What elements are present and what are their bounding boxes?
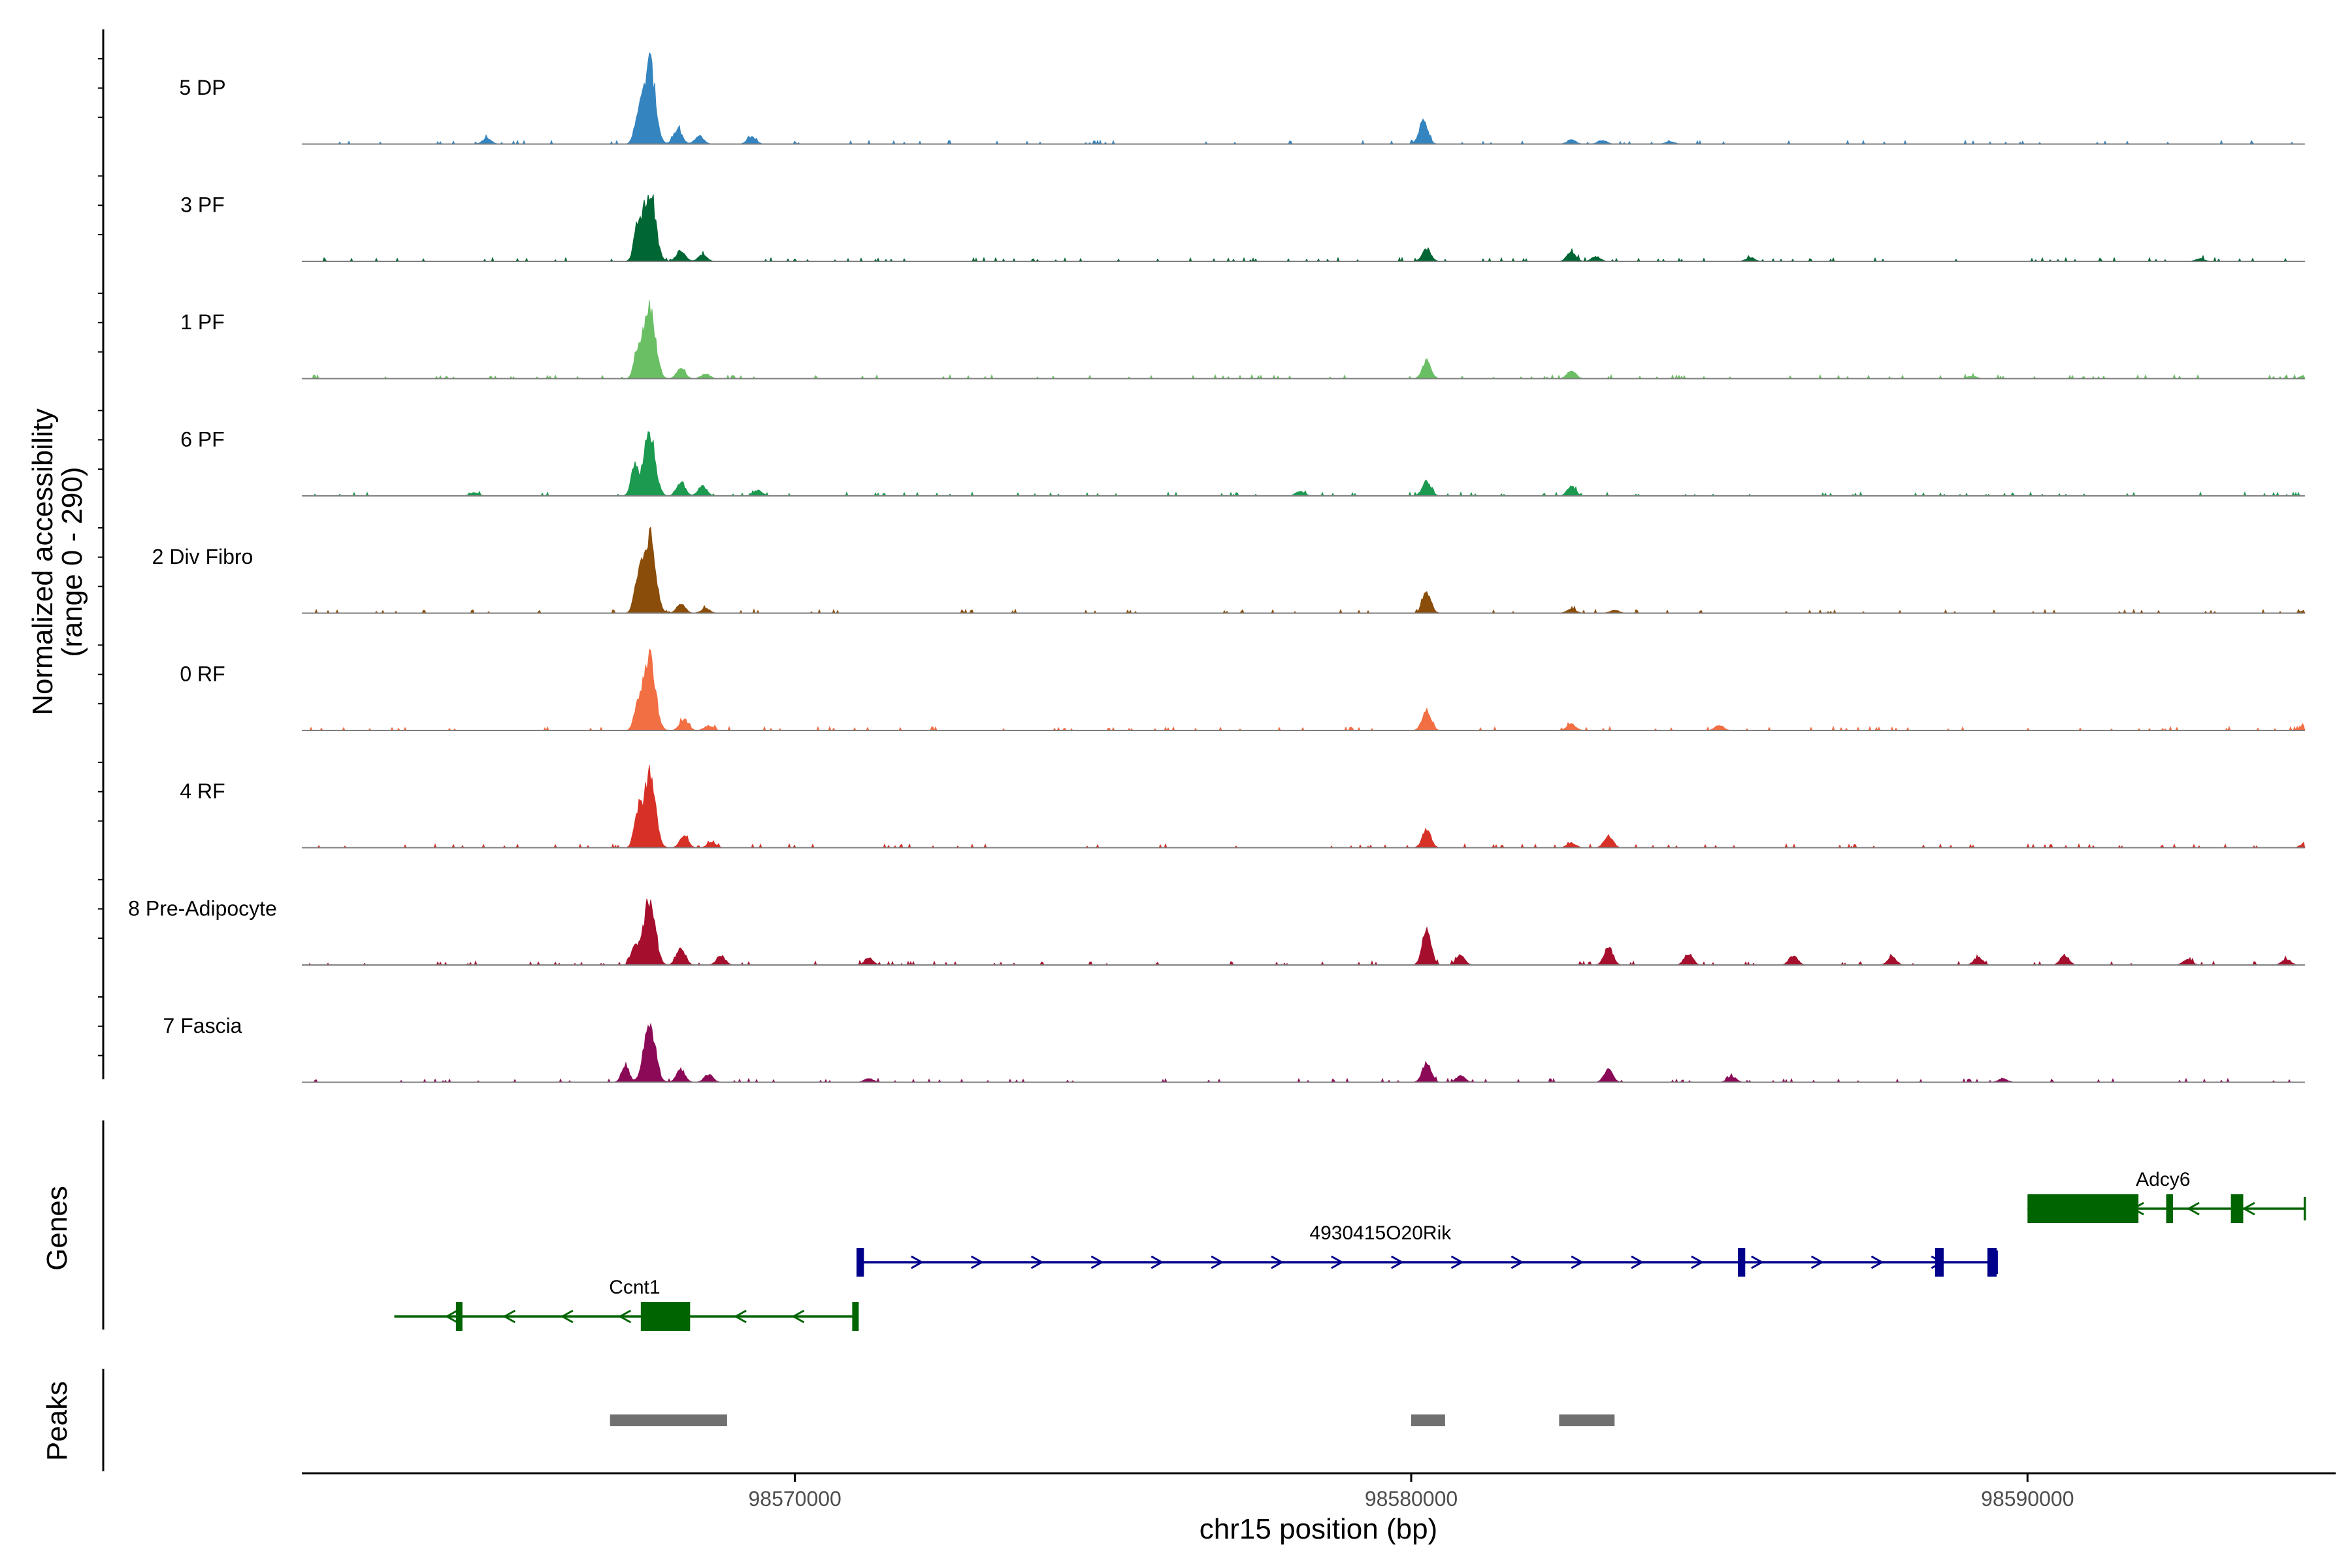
track-0-rf: 0 RF (180, 648, 2306, 732)
track-8-pre-adipocyte: 8 Pre-Adipocyte (128, 897, 2305, 966)
strand-arrow-icon (1571, 1255, 1584, 1269)
strand-arrow-icon (1751, 1255, 1764, 1269)
strand-arrow-icon (1631, 1255, 1644, 1269)
track-6-pf: 6 PF (180, 428, 2305, 497)
track-label: 2 Div Fibro (152, 545, 253, 568)
strand-arrow-icon (2242, 1201, 2255, 1216)
coverage-area (302, 764, 2306, 849)
gene-annotations: Ccnt1 4930415O20Rik Adcy6 (394, 1169, 2306, 1331)
strand-arrow-icon (618, 1309, 631, 1324)
gene-adcy6: Adcy6 (2027, 1169, 2306, 1223)
exon (1935, 1248, 1944, 1277)
strand-arrow-icon (1331, 1255, 1344, 1269)
gene-label: 4930415O20Rik (1309, 1222, 1452, 1244)
strand-arrow-icon (911, 1255, 924, 1269)
strand-arrow-icon (2186, 1201, 2200, 1216)
track-label: 5 DP (179, 76, 225, 99)
track-label: 4 RF (180, 779, 225, 803)
y-axis-title-line2: (range 0 - 290) (56, 466, 88, 657)
coverage-area (302, 1022, 2305, 1083)
strand-arrow-icon (1691, 1255, 1704, 1269)
exon (2027, 1194, 2139, 1223)
track-2-div-fibro: 2 Div Fibro (152, 526, 2306, 614)
x-axis-ticks: 98570000 98580000 98590000 (748, 1473, 2074, 1511)
strand-arrow-icon (1870, 1255, 1884, 1269)
peak-regions (610, 1414, 1615, 1426)
strand-arrow-icon (970, 1255, 984, 1269)
exon (2166, 1194, 2173, 1223)
x-tick-label: 98570000 (748, 1487, 841, 1511)
coverage-y-axis-ticks (98, 57, 103, 1056)
exon (852, 1302, 859, 1331)
x-tick-label: 98580000 (1365, 1487, 1458, 1511)
track-7-fascia: 7 Fascia (163, 1014, 2305, 1083)
peak-region (1559, 1414, 1615, 1426)
track-5-dp: 5 DP (179, 52, 2305, 145)
strand-arrow-icon (1090, 1255, 1104, 1269)
track-label: 8 Pre-Adipocyte (128, 897, 277, 921)
peak-region (1411, 1414, 1445, 1426)
x-tick-label: 98590000 (1981, 1487, 2074, 1511)
exon (640, 1302, 691, 1331)
exon (857, 1248, 864, 1277)
track-label: 6 PF (180, 428, 225, 451)
coverage-area (302, 52, 2305, 145)
exon (2230, 1194, 2244, 1223)
strand-arrow-icon (560, 1309, 574, 1324)
strand-arrow-icon (734, 1309, 747, 1324)
strand-arrow-icon (1450, 1255, 1464, 1269)
strand-arrow-icon (502, 1309, 516, 1324)
coverage-area (302, 526, 2306, 614)
strand-arrow-icon (1211, 1255, 1224, 1269)
coverage-area (302, 194, 2305, 263)
coverage-area (302, 898, 2305, 966)
strand-arrow-icon (1390, 1255, 1404, 1269)
gene-label: Ccnt1 (609, 1277, 660, 1298)
track-label: 1 PF (180, 310, 225, 334)
strand-arrow-icon (1271, 1255, 1284, 1269)
coverage-area (302, 300, 2306, 380)
peak-region (610, 1414, 727, 1426)
strand-arrow-icon (444, 1309, 458, 1324)
gene-ccnt1: Ccnt1 (394, 1277, 859, 1331)
exon (1737, 1248, 1746, 1277)
coverage-area (302, 431, 2305, 497)
strand-arrow-icon (1151, 1255, 1164, 1269)
strand-arrow-icon (791, 1309, 805, 1324)
strand-arrow-icon (1810, 1255, 1824, 1269)
strand-arrow-icon (1030, 1255, 1044, 1269)
exon (1987, 1248, 1997, 1277)
y-axis-title-line1: Normalized accessibility (27, 408, 59, 715)
gene-4930415o20rik: 4930415O20Rik (857, 1222, 1998, 1277)
track-4-rf: 4 RF (180, 764, 2306, 849)
coverage-area (302, 648, 2306, 732)
track-label: 7 Fascia (163, 1014, 242, 1037)
strand-arrow-icon (1511, 1255, 1524, 1269)
track-1-pf: 1 PF (180, 300, 2306, 380)
track-label: 3 PF (180, 193, 225, 217)
track-label: 0 RF (180, 662, 225, 686)
gene-label: Adcy6 (2136, 1169, 2190, 1190)
x-axis-title: chr15 position (bp) (1200, 1513, 1437, 1545)
genes-panel-title: Genes (41, 1186, 73, 1271)
exon (455, 1302, 463, 1331)
peaks-panel-title: Peaks (41, 1381, 73, 1461)
coverage-tracks: 5 DP 3 PF 1 PF 6 PF 2 Div Fibro 0 RF 4 RF 8 Pre… (128, 52, 2306, 1083)
track-3-pf: 3 PF (180, 193, 2305, 263)
